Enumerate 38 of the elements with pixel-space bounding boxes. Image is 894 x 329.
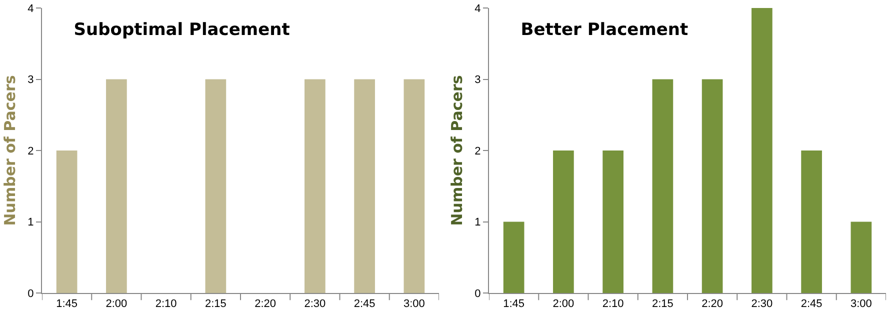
bar: [850, 222, 872, 293]
x-tick-label: 2:20: [702, 298, 724, 310]
x-tick-label: 3:00: [850, 298, 872, 310]
y-tick-label: 4: [474, 2, 481, 15]
y-tick-label: 3: [474, 74, 481, 86]
x-tick-label: 2:45: [800, 298, 822, 310]
bar: [602, 150, 624, 293]
bar: [702, 79, 723, 293]
x-tick-label: 2:10: [602, 298, 624, 310]
y-tick-label: 0: [28, 288, 34, 300]
x-tick-label: 2:00: [106, 298, 128, 310]
bar: [553, 150, 574, 293]
x-tick-label: 2:20: [254, 298, 276, 310]
x-tick-label: 2:10: [155, 298, 177, 310]
y-tick-label: 1: [28, 216, 34, 229]
y-tick-label: 0: [474, 288, 481, 300]
y-tick-label: 2: [28, 145, 34, 158]
x-tick-label: 1:45: [56, 298, 78, 310]
bar: [801, 150, 822, 293]
y-tick-label: 2: [474, 145, 481, 158]
y-tick-label: 1: [474, 216, 481, 229]
x-tick-label: 2:00: [552, 298, 574, 310]
bar: [752, 8, 772, 293]
y-tick-label: 4: [28, 2, 34, 15]
bar: [652, 79, 674, 293]
text: Better Placement: [520, 20, 688, 40]
x-tick-label: 1:45: [503, 298, 525, 310]
x-tick-label: 2:30: [751, 298, 773, 310]
y-tick-label: 3: [28, 74, 34, 86]
x-tick-label: 2:30: [304, 298, 326, 310]
y-axis-title: Number of Pacers: [448, 75, 466, 226]
text: Suboptimal Placement: [74, 20, 290, 40]
x-tick-label: 2:45: [354, 298, 376, 310]
x-tick-label: 2:15: [652, 298, 674, 310]
x-tick-label: 3:00: [403, 298, 425, 310]
y-axis-title: Number of Pacers: [0, 75, 19, 226]
x-tick-label: 2:15: [204, 298, 226, 310]
bar: [503, 222, 524, 293]
